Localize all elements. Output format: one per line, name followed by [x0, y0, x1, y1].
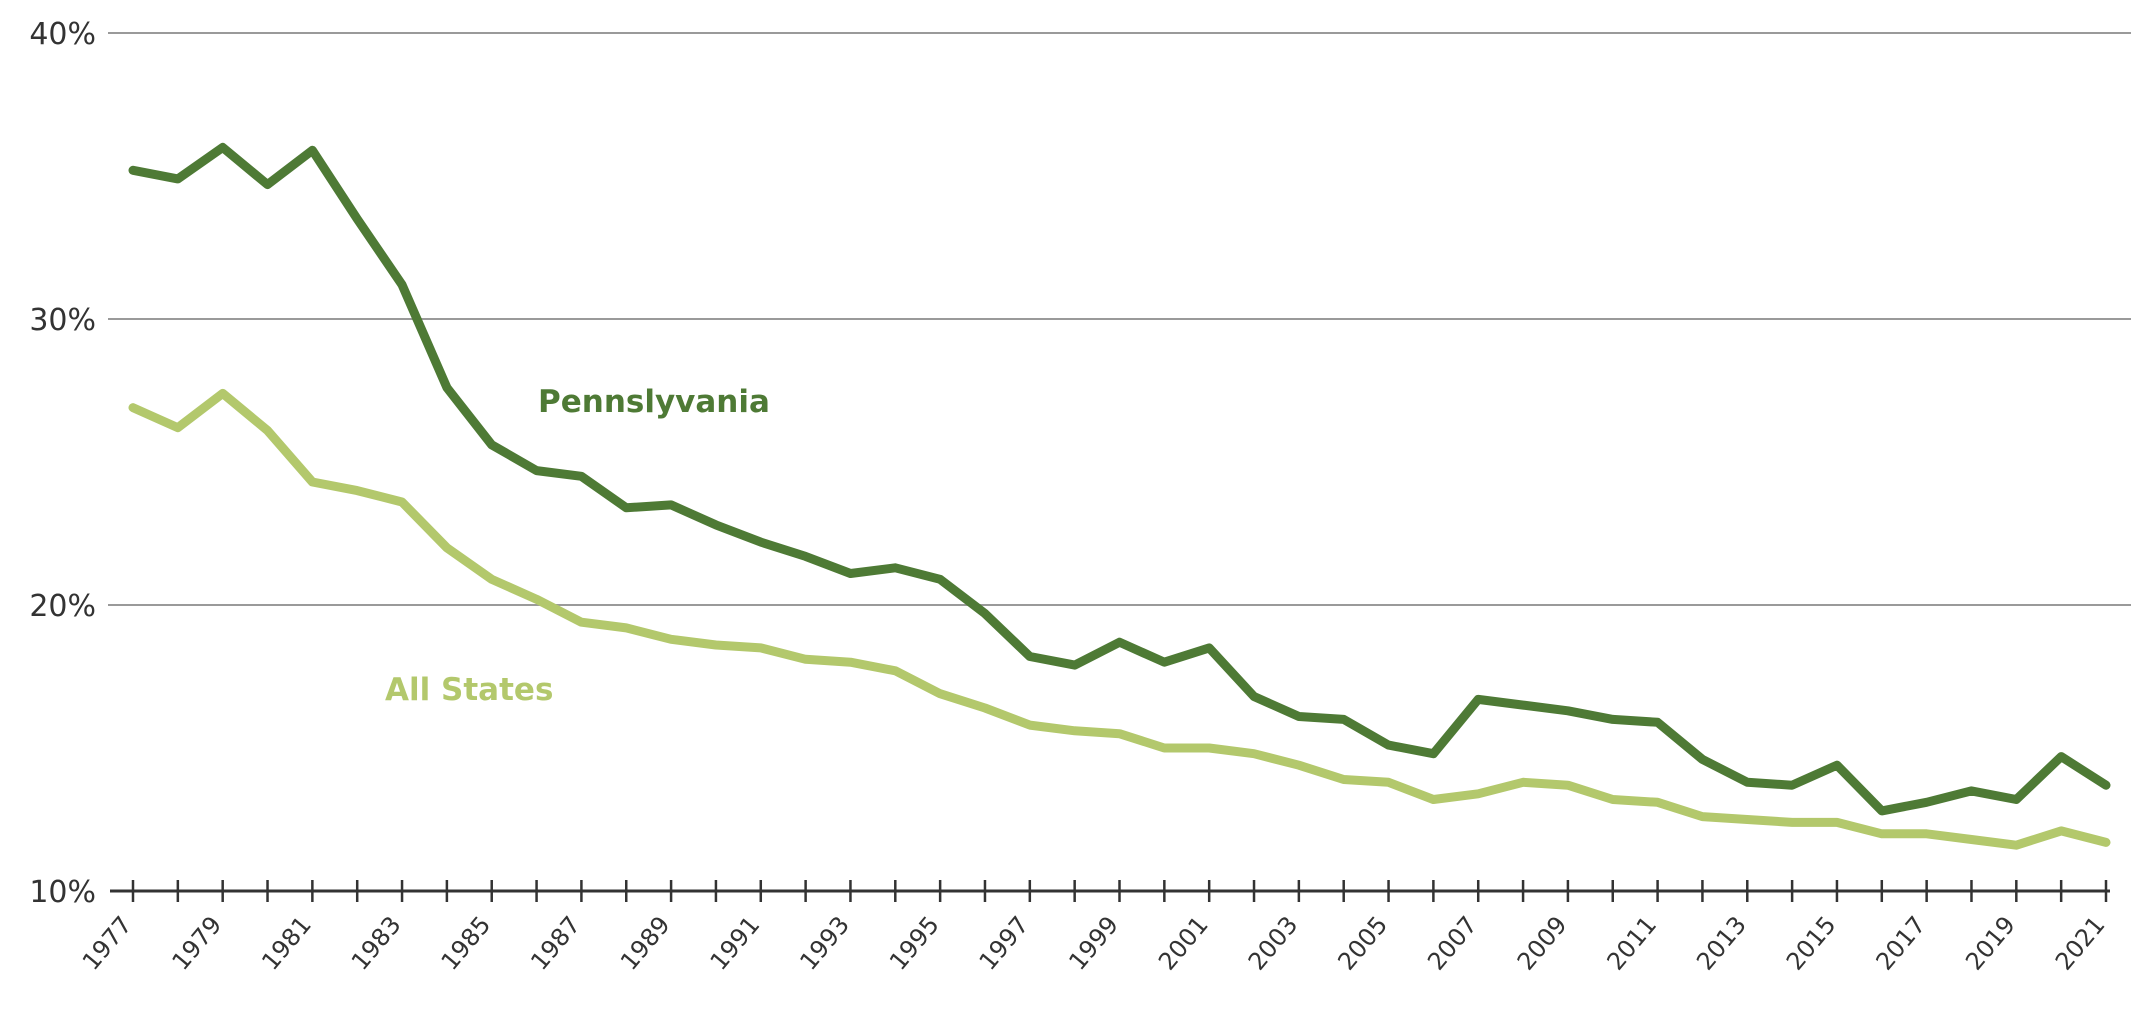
x-tick-label: 2007 — [1422, 911, 1483, 976]
x-tick-label: 2009 — [1512, 911, 1573, 976]
x-tick-label: 1979 — [167, 911, 228, 976]
x-tick-label: 1997 — [974, 911, 1035, 976]
x-tick-label: 1977 — [77, 911, 138, 976]
series-line-pennslyvania — [128, 142, 2111, 816]
x-tick-label: 1995 — [884, 911, 945, 976]
series-line-all-states — [128, 388, 2111, 850]
x-tick-label: 2021 — [2050, 911, 2111, 976]
series-label-all-states: All States — [385, 672, 553, 708]
x-tick-label: 1985 — [436, 911, 497, 976]
series-lines — [128, 142, 2111, 850]
x-tick-label: 2011 — [1601, 911, 1662, 976]
x-tick-label: 1993 — [794, 911, 855, 976]
x-tick-label: 1983 — [346, 911, 407, 976]
x-tick-label: 1991 — [705, 911, 766, 976]
x-tick-label: 2019 — [1960, 911, 2021, 976]
x-tick-label: 1999 — [1063, 911, 1124, 976]
x-tick-label: 2013 — [1691, 911, 1752, 976]
x-tick-label: 1987 — [525, 911, 586, 976]
x-axis — [110, 880, 2110, 902]
gridlines — [108, 32, 2131, 606]
y-tick-label: 20% — [29, 589, 96, 624]
x-tick-label: 2017 — [1871, 911, 1932, 976]
y-tick-label: 30% — [29, 303, 96, 338]
x-tick-label: 2003 — [1243, 911, 1304, 976]
y-tick-label: 40% — [29, 17, 96, 52]
x-tick-label: 2015 — [1781, 911, 1842, 976]
series-label-pennsylvania: Pennslyvania — [538, 384, 770, 420]
x-tick-label: 1981 — [256, 911, 317, 976]
series-labels: Pennslyvania All States — [385, 384, 770, 708]
y-axis-tick-labels: 10% 20% 30% 40% — [29, 17, 96, 910]
x-tick-label: 2005 — [1332, 911, 1393, 976]
x-tick-label: 2001 — [1153, 911, 1214, 976]
y-tick-label: 10% — [29, 875, 96, 910]
x-tick-label: 1989 — [615, 911, 676, 976]
x-axis-tick-labels: 1977 1979 1981 1983 1985 1987 1989 1991 1993 1995… — [77, 911, 2111, 976]
